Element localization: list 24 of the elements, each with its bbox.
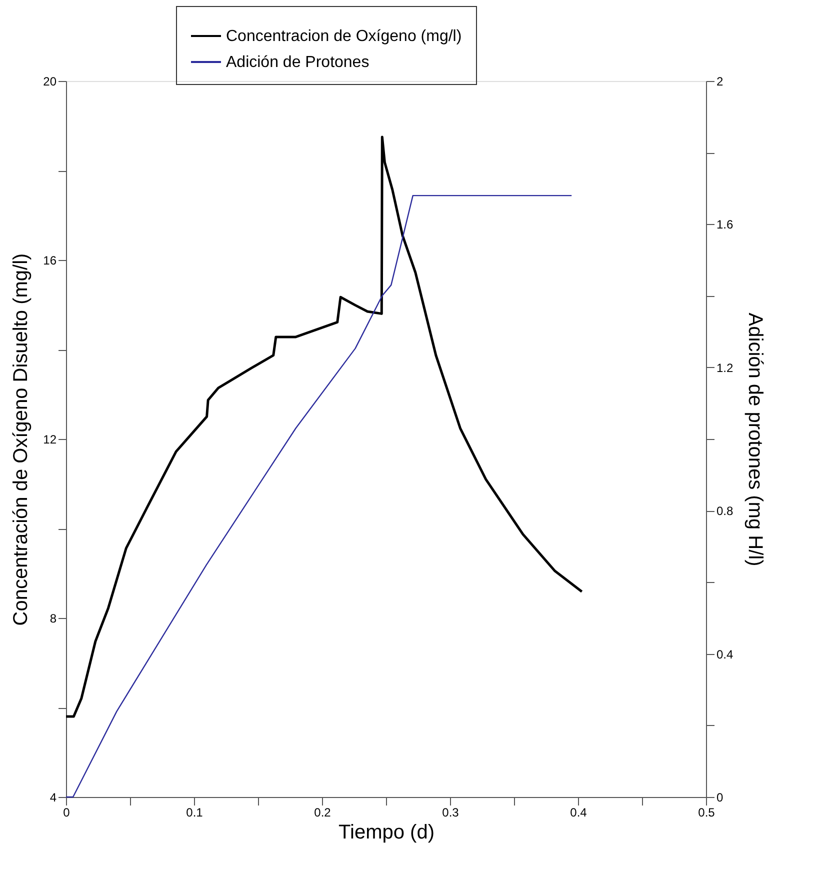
x-tick-label: 0.5 bbox=[698, 806, 716, 820]
legend-label: Concentracion de Oxígeno (mg/l) bbox=[226, 28, 462, 45]
y-tick-label: 20 bbox=[43, 74, 57, 88]
line-series bbox=[65, 194, 572, 798]
x-tick-label: 0.4 bbox=[570, 806, 588, 820]
y2-tick-label: 1.2 bbox=[716, 360, 734, 375]
y-axis-title: Concentración de Oxígeno Disuelto (mg/l) bbox=[10, 253, 32, 626]
y2-tick-label: 2 bbox=[716, 74, 724, 88]
x-tick-label: 0 bbox=[63, 806, 70, 820]
x-axis-title: Tiempo (d) bbox=[338, 822, 434, 844]
y-tick-label: 4 bbox=[50, 790, 57, 804]
y-tick-label: 8 bbox=[50, 612, 57, 626]
y2-tick-label: 0.8 bbox=[716, 504, 734, 518]
x-tick-label: 0.1 bbox=[186, 806, 204, 820]
y-tick-label: 12 bbox=[43, 432, 57, 446]
y2-tick-label: 0.4 bbox=[716, 647, 734, 662]
y2-axis-title: Adición de protones (mg H/l) bbox=[744, 312, 766, 566]
x-tick-label: 0.2 bbox=[314, 806, 332, 820]
y-tick-label: 16 bbox=[43, 254, 57, 268]
x-tick-label: 0.3 bbox=[442, 806, 460, 820]
y2-tick-label: 1.6 bbox=[716, 218, 734, 232]
legend-label: Adición de Protones bbox=[226, 54, 370, 71]
y2-tick-label: 0 bbox=[716, 790, 724, 804]
line-series bbox=[64, 136, 584, 718]
